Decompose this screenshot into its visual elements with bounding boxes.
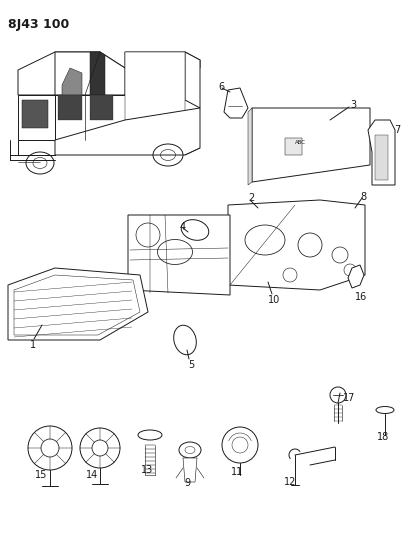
Text: 10: 10: [268, 295, 280, 305]
Polygon shape: [62, 68, 82, 95]
Polygon shape: [18, 140, 55, 155]
Text: 13: 13: [141, 465, 153, 475]
Polygon shape: [348, 265, 364, 288]
Text: 5: 5: [188, 360, 194, 370]
Text: 4: 4: [180, 222, 186, 232]
Polygon shape: [125, 52, 185, 120]
Text: 6: 6: [218, 82, 224, 92]
Polygon shape: [185, 52, 200, 108]
Polygon shape: [368, 120, 395, 185]
Text: 9: 9: [184, 478, 190, 488]
Text: 8J43 100: 8J43 100: [8, 18, 69, 31]
Polygon shape: [55, 108, 200, 155]
Text: 8: 8: [360, 192, 366, 202]
Text: 15: 15: [35, 470, 47, 480]
Ellipse shape: [174, 325, 196, 355]
Polygon shape: [58, 95, 82, 120]
Text: 11: 11: [231, 467, 243, 477]
Text: ABC: ABC: [295, 140, 306, 145]
Polygon shape: [248, 108, 252, 185]
Text: 1: 1: [30, 340, 36, 350]
Polygon shape: [224, 88, 248, 118]
Text: 7: 7: [394, 125, 400, 135]
Circle shape: [222, 427, 258, 463]
Polygon shape: [285, 138, 302, 155]
Text: 12: 12: [284, 477, 296, 487]
Text: 14: 14: [86, 470, 98, 480]
Circle shape: [41, 439, 59, 457]
Polygon shape: [128, 215, 230, 295]
Circle shape: [92, 440, 108, 456]
Circle shape: [330, 387, 346, 403]
Polygon shape: [375, 135, 388, 180]
Ellipse shape: [376, 407, 394, 414]
Ellipse shape: [181, 220, 209, 240]
Polygon shape: [183, 458, 197, 482]
Polygon shape: [127, 54, 197, 67]
Text: 3: 3: [350, 100, 356, 110]
Polygon shape: [55, 52, 125, 95]
Circle shape: [28, 426, 72, 470]
Polygon shape: [125, 52, 200, 68]
Polygon shape: [55, 95, 125, 140]
Polygon shape: [8, 268, 148, 340]
Text: 18: 18: [377, 432, 389, 442]
Ellipse shape: [179, 442, 201, 458]
Polygon shape: [90, 95, 113, 120]
Polygon shape: [228, 200, 365, 290]
Polygon shape: [22, 100, 48, 128]
Polygon shape: [18, 52, 125, 95]
Circle shape: [80, 428, 120, 468]
Text: 2: 2: [248, 193, 254, 203]
Polygon shape: [252, 108, 370, 182]
Polygon shape: [18, 95, 55, 140]
Text: 17: 17: [343, 393, 355, 403]
Ellipse shape: [138, 430, 162, 440]
Polygon shape: [90, 52, 105, 95]
Text: 16: 16: [355, 292, 367, 302]
